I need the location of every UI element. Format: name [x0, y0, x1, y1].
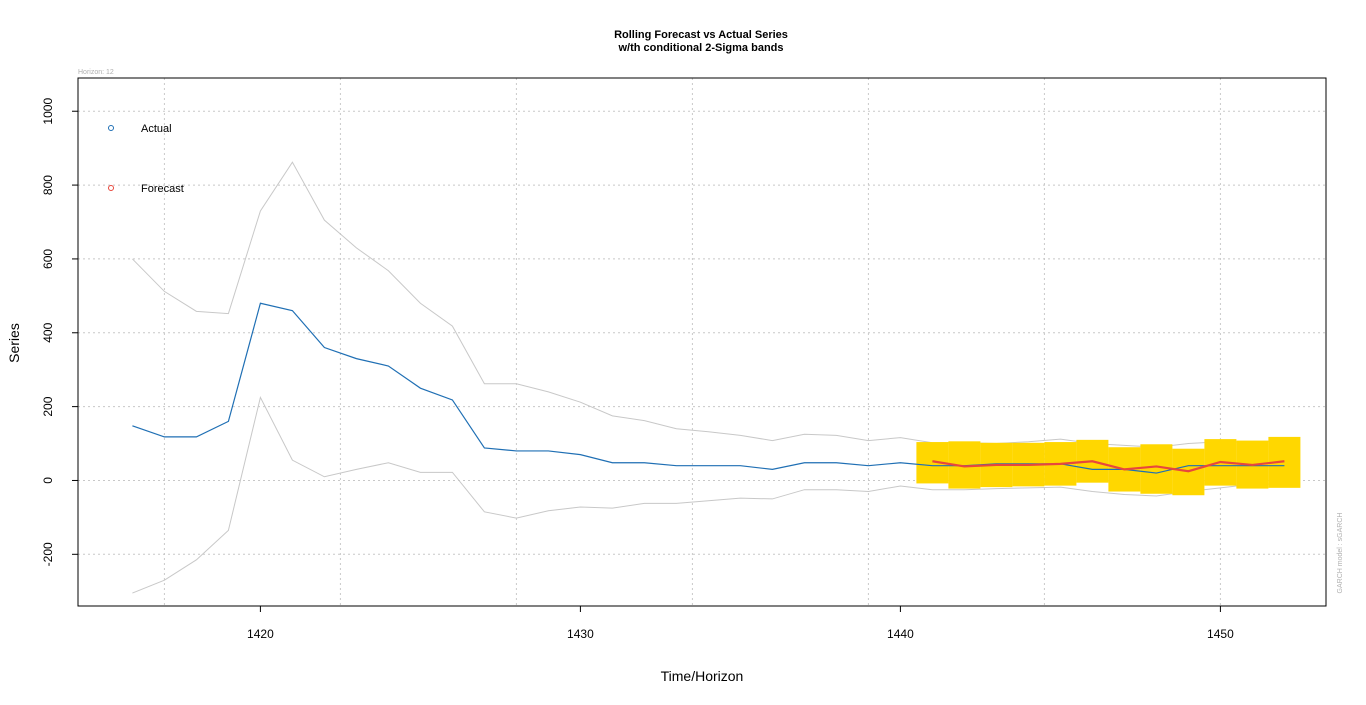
- legend-actual-label: Actual: [141, 123, 172, 135]
- x-axis-label: Time/Horizon: [661, 668, 744, 684]
- chart-subtitle: w/th conditional 2-Sigma bands: [617, 42, 783, 54]
- y-tick-label: -200: [41, 542, 55, 566]
- y-tick-label: 1000: [41, 98, 55, 125]
- envelope-lines: [132, 161, 1285, 594]
- grid-lines: [78, 78, 1326, 606]
- lower-envelope-line: [132, 395, 1285, 594]
- plot-frame: [77, 77, 1327, 607]
- chart-title: Rolling Forecast vs Actual Series: [614, 29, 788, 41]
- y-tick-label: 0: [41, 477, 55, 484]
- actual-series-line: [132, 302, 1285, 474]
- model-note: GARCH model : sGARCH: [1337, 513, 1344, 594]
- x-tick-label: 1440: [887, 627, 914, 641]
- series-lines: [132, 302, 1285, 474]
- y-tick-label: 200: [41, 396, 55, 416]
- forecast-series-line: [932, 460, 1285, 473]
- y-tick-label: 400: [41, 322, 55, 342]
- axes: 1420 1430 1440 1450 -200 0 200 400 600 800 1000: [41, 98, 1234, 641]
- legend: Actual Forecast: [108, 123, 184, 195]
- x-tick-label: 1420: [247, 627, 274, 641]
- x-tick-label: 1430: [567, 627, 594, 641]
- x-tick-label: 1450: [1207, 627, 1234, 641]
- horizon-label: Horizon: 12: [78, 69, 114, 76]
- legend-actual-marker: [108, 125, 114, 131]
- upper-envelope-line: [132, 161, 1285, 448]
- legend-forecast-marker: [108, 185, 114, 191]
- y-axis-label: Series: [6, 323, 22, 363]
- y-tick-label: 800: [41, 175, 55, 195]
- y-tick-label: 600: [41, 249, 55, 269]
- legend-forecast-label: Forecast: [141, 183, 184, 195]
